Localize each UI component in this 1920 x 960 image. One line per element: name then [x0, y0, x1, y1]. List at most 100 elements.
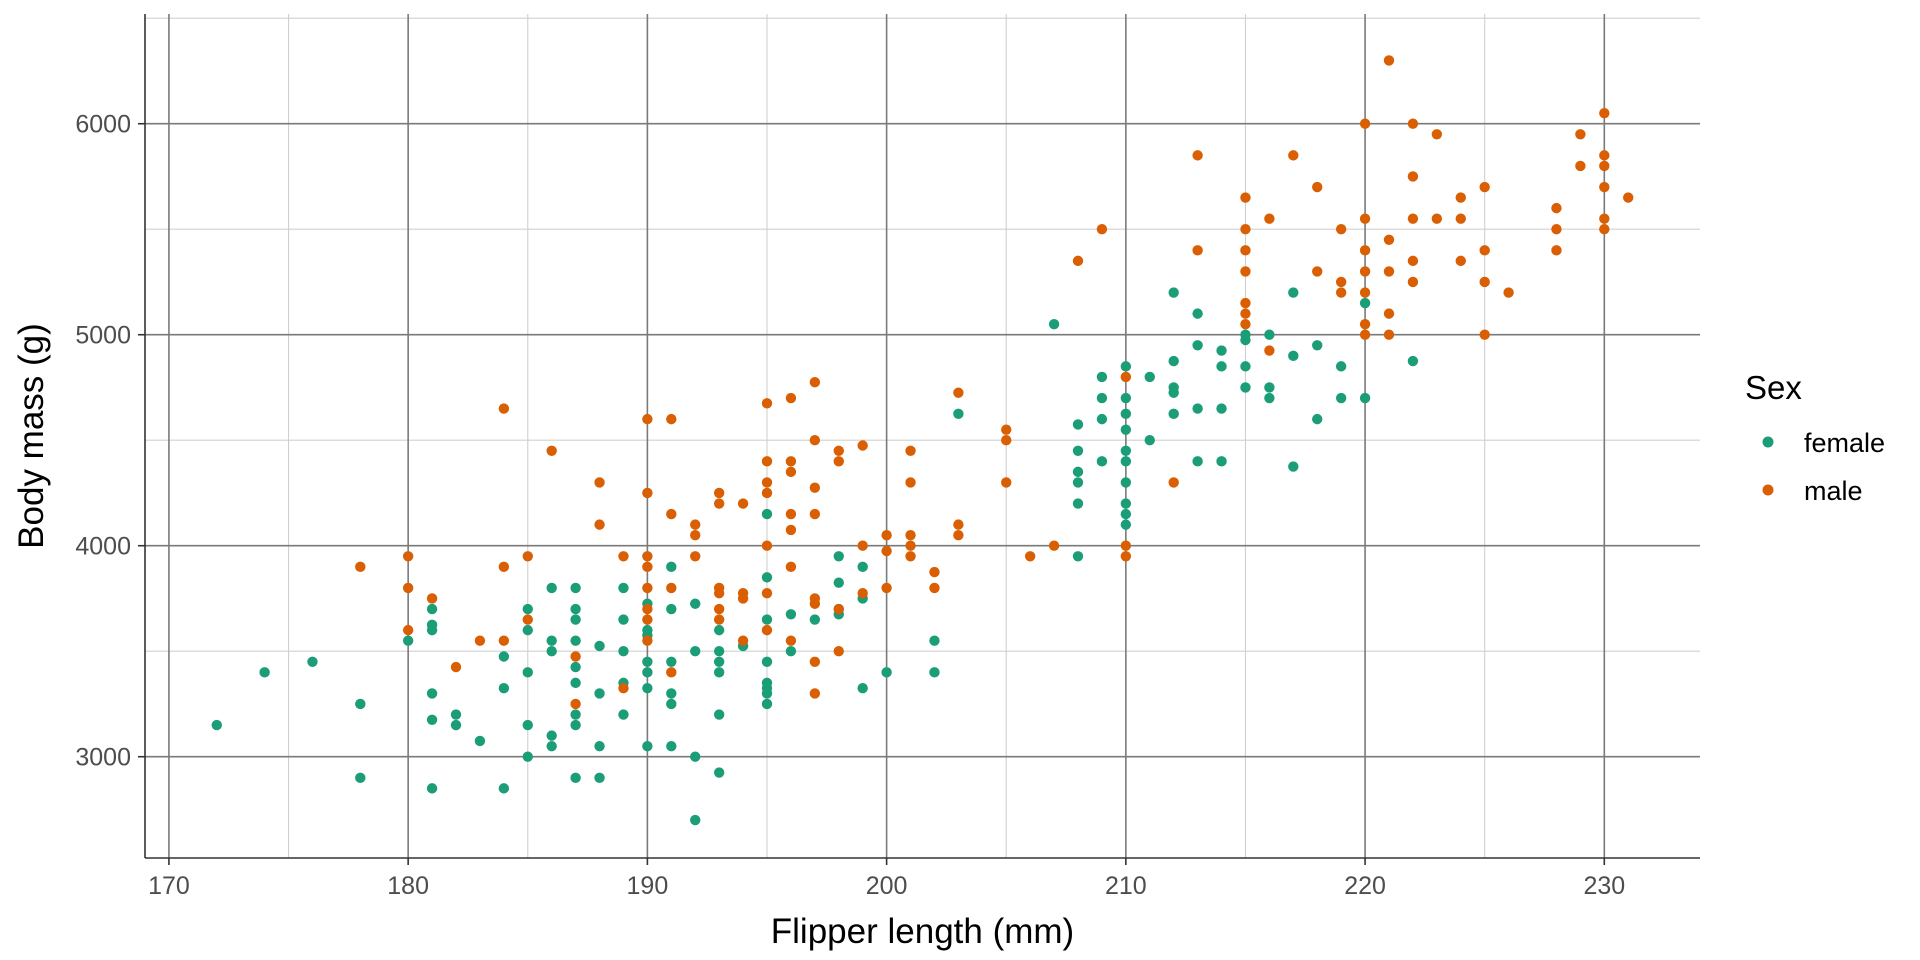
data-point-female: [1216, 361, 1227, 372]
data-point-male: [737, 593, 749, 604]
data-point-male: [953, 387, 964, 398]
data-point-male: [402, 624, 414, 636]
data-point-male: [809, 482, 821, 493]
data-point-female: [618, 709, 629, 720]
data-point-male: [474, 635, 486, 646]
data-point-male: [761, 624, 773, 636]
data-point-female: [1192, 456, 1203, 467]
data-point-male: [1335, 276, 1347, 288]
data-point-female: [761, 572, 773, 583]
data-point-female: [355, 698, 366, 710]
data-point-female: [1120, 519, 1132, 530]
data-point-female: [1168, 287, 1179, 298]
data-point-female: [618, 582, 629, 594]
data-point-male: [1551, 245, 1562, 256]
legend-title: Sex: [1745, 369, 1802, 406]
axes: [144, 14, 1700, 859]
legend-key-female: [1762, 436, 1774, 448]
data-point-male: [1551, 202, 1562, 214]
data-point-male: [1407, 171, 1419, 182]
data-point-female: [761, 656, 773, 667]
data-point-male: [809, 598, 821, 609]
data-point-female: [522, 624, 533, 636]
data-point-male: [1359, 213, 1371, 224]
data-point-male: [1383, 329, 1395, 340]
data-point-male: [1383, 308, 1395, 319]
data-point-male: [905, 540, 916, 551]
major-gridlines: [145, 14, 1700, 858]
data-point-male: [1479, 329, 1490, 340]
data-point-female: [953, 408, 964, 420]
data-point-male: [785, 466, 797, 478]
data-point-female: [1120, 498, 1132, 509]
data-point-male: [1288, 150, 1299, 161]
data-point-male: [809, 688, 821, 699]
data-point-male: [666, 667, 677, 678]
data-point-female: [1072, 445, 1084, 456]
data-point-female: [690, 646, 701, 657]
data-point-female: [498, 651, 510, 662]
data-point-male: [785, 392, 797, 404]
data-points: [211, 55, 1634, 826]
data-point-male: [594, 519, 605, 530]
data-point-female: [594, 640, 605, 652]
data-point-female: [1288, 461, 1299, 472]
data-point-male: [642, 614, 653, 625]
data-point-male: [761, 587, 773, 599]
data-point-female: [1072, 551, 1084, 562]
data-point-male: [1001, 435, 1012, 446]
data-point-male: [642, 551, 653, 562]
data-point-male: [1599, 224, 1610, 235]
data-point-male: [713, 614, 725, 625]
data-point-male: [426, 593, 438, 604]
data-point-male: [1192, 245, 1203, 256]
data-point-female: [666, 740, 677, 752]
data-point-male: [642, 635, 653, 646]
data-point-female: [785, 609, 797, 620]
data-point-female: [713, 624, 725, 636]
data-point-female: [1120, 392, 1132, 404]
data-point-female: [1168, 355, 1179, 367]
data-point-female: [1335, 392, 1347, 404]
data-point-male: [1479, 245, 1490, 256]
data-point-male: [833, 603, 844, 615]
data-point-female: [1120, 508, 1132, 520]
data-point-male: [833, 456, 844, 467]
data-point-female: [1168, 387, 1179, 398]
data-point-female: [713, 767, 725, 778]
data-point-female: [666, 561, 677, 573]
data-point-male: [618, 551, 629, 562]
data-point-male: [1120, 540, 1132, 551]
data-point-male: [642, 413, 653, 425]
data-point-male: [1455, 213, 1466, 224]
data-point-female: [498, 783, 510, 794]
data-point-male: [785, 508, 797, 520]
data-point-female: [570, 677, 581, 689]
data-point-male: [833, 445, 844, 456]
data-point-male: [1479, 276, 1490, 288]
data-point-male: [809, 656, 821, 667]
data-point-male: [498, 403, 510, 414]
data-point-male: [1575, 129, 1586, 140]
minor-gridlines: [145, 14, 1700, 858]
data-point-male: [713, 587, 725, 599]
data-point-male: [761, 540, 773, 551]
data-point-female: [1264, 382, 1275, 393]
data-point-male: [618, 682, 629, 694]
data-point-female: [1240, 361, 1251, 372]
data-point-male: [1359, 266, 1371, 277]
x-tick-label: 220: [1344, 872, 1386, 900]
data-point-female: [1120, 424, 1132, 435]
data-point-female: [498, 682, 510, 694]
data-point-male: [785, 635, 797, 646]
data-point-female: [570, 709, 581, 720]
y-tick-label: 3000: [75, 744, 131, 772]
data-point-female: [761, 698, 773, 710]
data-point-male: [355, 561, 366, 573]
data-point-female: [546, 646, 557, 657]
data-point-male: [1264, 345, 1275, 356]
data-point-male: [881, 582, 892, 594]
data-point-male: [570, 651, 581, 662]
data-point-male: [594, 477, 605, 488]
